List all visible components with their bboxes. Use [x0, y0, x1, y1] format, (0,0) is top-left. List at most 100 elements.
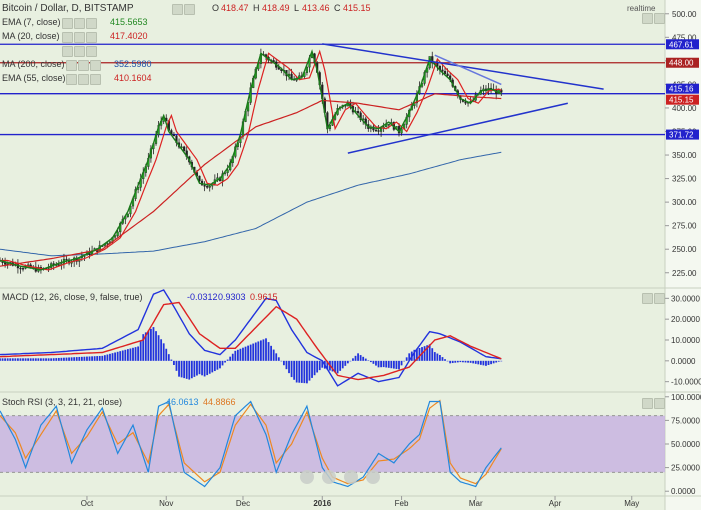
macd-histogram-bar — [485, 360, 487, 366]
indicator-ema55-settings-icon[interactable] — [78, 74, 89, 85]
macd-histogram-bar — [423, 346, 426, 361]
macd-histogram-bar — [93, 356, 96, 361]
macd-histogram-bar — [270, 345, 273, 361]
pane-maximize-icon[interactable] — [642, 13, 653, 24]
macd-histogram-bar — [22, 358, 24, 361]
nav-zoom-in-icon[interactable] — [322, 470, 336, 484]
rsi-pane-maximize-icon[interactable] — [642, 398, 653, 409]
candle-body — [21, 268, 25, 270]
macd-histogram-bar — [354, 355, 357, 361]
indicator-hidden-eye-icon[interactable] — [62, 46, 73, 57]
indicator-ma200-close-icon[interactable] — [90, 60, 101, 71]
candle-body — [305, 66, 309, 73]
macd-tick-label: 20.0000 — [671, 315, 700, 324]
macd-histogram-bar — [316, 360, 319, 373]
macd-histogram-bar — [224, 360, 226, 363]
indicator-ema55-close-icon[interactable] — [90, 74, 101, 85]
macd-histogram-bar — [247, 345, 249, 361]
macd-value-2: 0.9303 — [218, 292, 246, 302]
indicator-ema7-label: EMA (7, close) — [2, 17, 61, 27]
candle-body — [226, 169, 229, 173]
macd-histogram-bar — [83, 356, 86, 361]
nav-zoom-out-icon[interactable] — [300, 470, 314, 484]
price-tick-label: 250.00 — [672, 245, 697, 254]
macd-histogram-bar — [60, 357, 63, 361]
price-tick-label: 300.00 — [672, 198, 697, 207]
candle-body — [377, 130, 380, 132]
macd-histogram-bar — [37, 358, 40, 361]
macd-histogram-bar — [221, 360, 224, 366]
candle-body — [183, 146, 186, 152]
macd-pane-close-icon[interactable] — [654, 293, 665, 304]
indicator-ma200-eye-icon[interactable] — [66, 60, 77, 71]
nav-scroll-left-icon[interactable] — [344, 470, 358, 484]
macd-histogram-bar — [29, 358, 32, 361]
macd-histogram-bar — [298, 360, 301, 383]
macd-histogram-bar — [362, 356, 365, 361]
macd-histogram-bar — [180, 360, 183, 378]
indicator-ma20-close-icon[interactable] — [86, 32, 97, 43]
price-tick-label: 350.00 — [672, 151, 697, 160]
indicator-ma20-settings-icon[interactable] — [74, 32, 85, 43]
macd-histogram-bar — [139, 340, 142, 361]
ohlc-l-label: L — [294, 3, 300, 13]
macd-histogram-bar — [226, 359, 229, 361]
indicator-ema7-eye-icon[interactable] — [62, 18, 73, 29]
macd-histogram-bar — [275, 353, 278, 361]
macd-histogram-bar — [405, 357, 408, 361]
settings-icon[interactable] — [184, 4, 195, 15]
macd-histogram-bar — [398, 360, 400, 370]
macd-histogram-bar — [9, 358, 12, 361]
indicator-hidden-settings-icon[interactable] — [74, 46, 85, 57]
macd-histogram-bar — [413, 349, 416, 361]
indicator-hidden-close-icon[interactable] — [86, 46, 97, 57]
indicator-ema7-settings-icon[interactable] — [74, 18, 85, 29]
macd-histogram-bar — [6, 358, 9, 361]
indicator-ema55-eye-icon[interactable] — [66, 74, 77, 85]
macd-histogram-bar — [311, 360, 313, 378]
visibility-icon[interactable] — [172, 4, 183, 15]
macd-histogram-bar — [341, 360, 344, 369]
macd-histogram-bar — [91, 356, 93, 361]
rsi-pane-close-icon[interactable] — [654, 398, 665, 409]
ema55-line — [0, 93, 502, 267]
candle-body — [126, 213, 129, 217]
macd-histogram-bar — [277, 357, 280, 361]
macd-histogram-bar — [400, 360, 403, 366]
macd-histogram-bar — [295, 360, 298, 383]
time-tick-label: Feb — [395, 499, 409, 508]
candle-body — [277, 67, 280, 70]
rsi-k-line — [0, 400, 502, 488]
macd-histogram-bar — [474, 360, 477, 364]
macd-histogram-bar — [285, 360, 288, 370]
macd-histogram-bar — [487, 360, 490, 365]
pane-close-icon[interactable] — [654, 13, 665, 24]
nav-scroll-right-icon[interactable] — [366, 470, 380, 484]
macd-pane-maximize-icon[interactable] — [642, 293, 653, 304]
macd-histogram-bar — [346, 360, 349, 364]
rsi-tick-label: 25.0000 — [671, 464, 700, 473]
macd-histogram-bar — [403, 360, 406, 362]
indicator-ema7-close-icon[interactable] — [86, 18, 97, 29]
macd-histogram-bar — [500, 360, 503, 362]
macd-histogram-bar — [431, 348, 434, 361]
macd-histogram-bar — [155, 331, 157, 361]
indicator-ema55-value: 410.1604 — [114, 73, 152, 83]
macd-histogram-bar — [369, 360, 372, 363]
indicator-ma20-eye-icon[interactable] — [62, 32, 73, 43]
macd-histogram-bar — [96, 356, 99, 361]
macd-tick-label: 10.0000 — [671, 336, 700, 345]
macd-histogram-bar — [451, 360, 454, 364]
macd-histogram-bar — [165, 348, 168, 361]
macd-histogram-bar — [80, 356, 83, 361]
macd-histogram-bar — [259, 340, 262, 361]
rsi-pane — [0, 399, 665, 488]
macd-histogram-bar — [183, 360, 186, 379]
indicator-ma200-settings-icon[interactable] — [78, 60, 89, 71]
candle-body — [203, 185, 206, 187]
price-tick-label: 225.00 — [672, 269, 697, 278]
macd-tick-label: 0.0000 — [671, 357, 696, 366]
candle-body — [387, 123, 390, 126]
